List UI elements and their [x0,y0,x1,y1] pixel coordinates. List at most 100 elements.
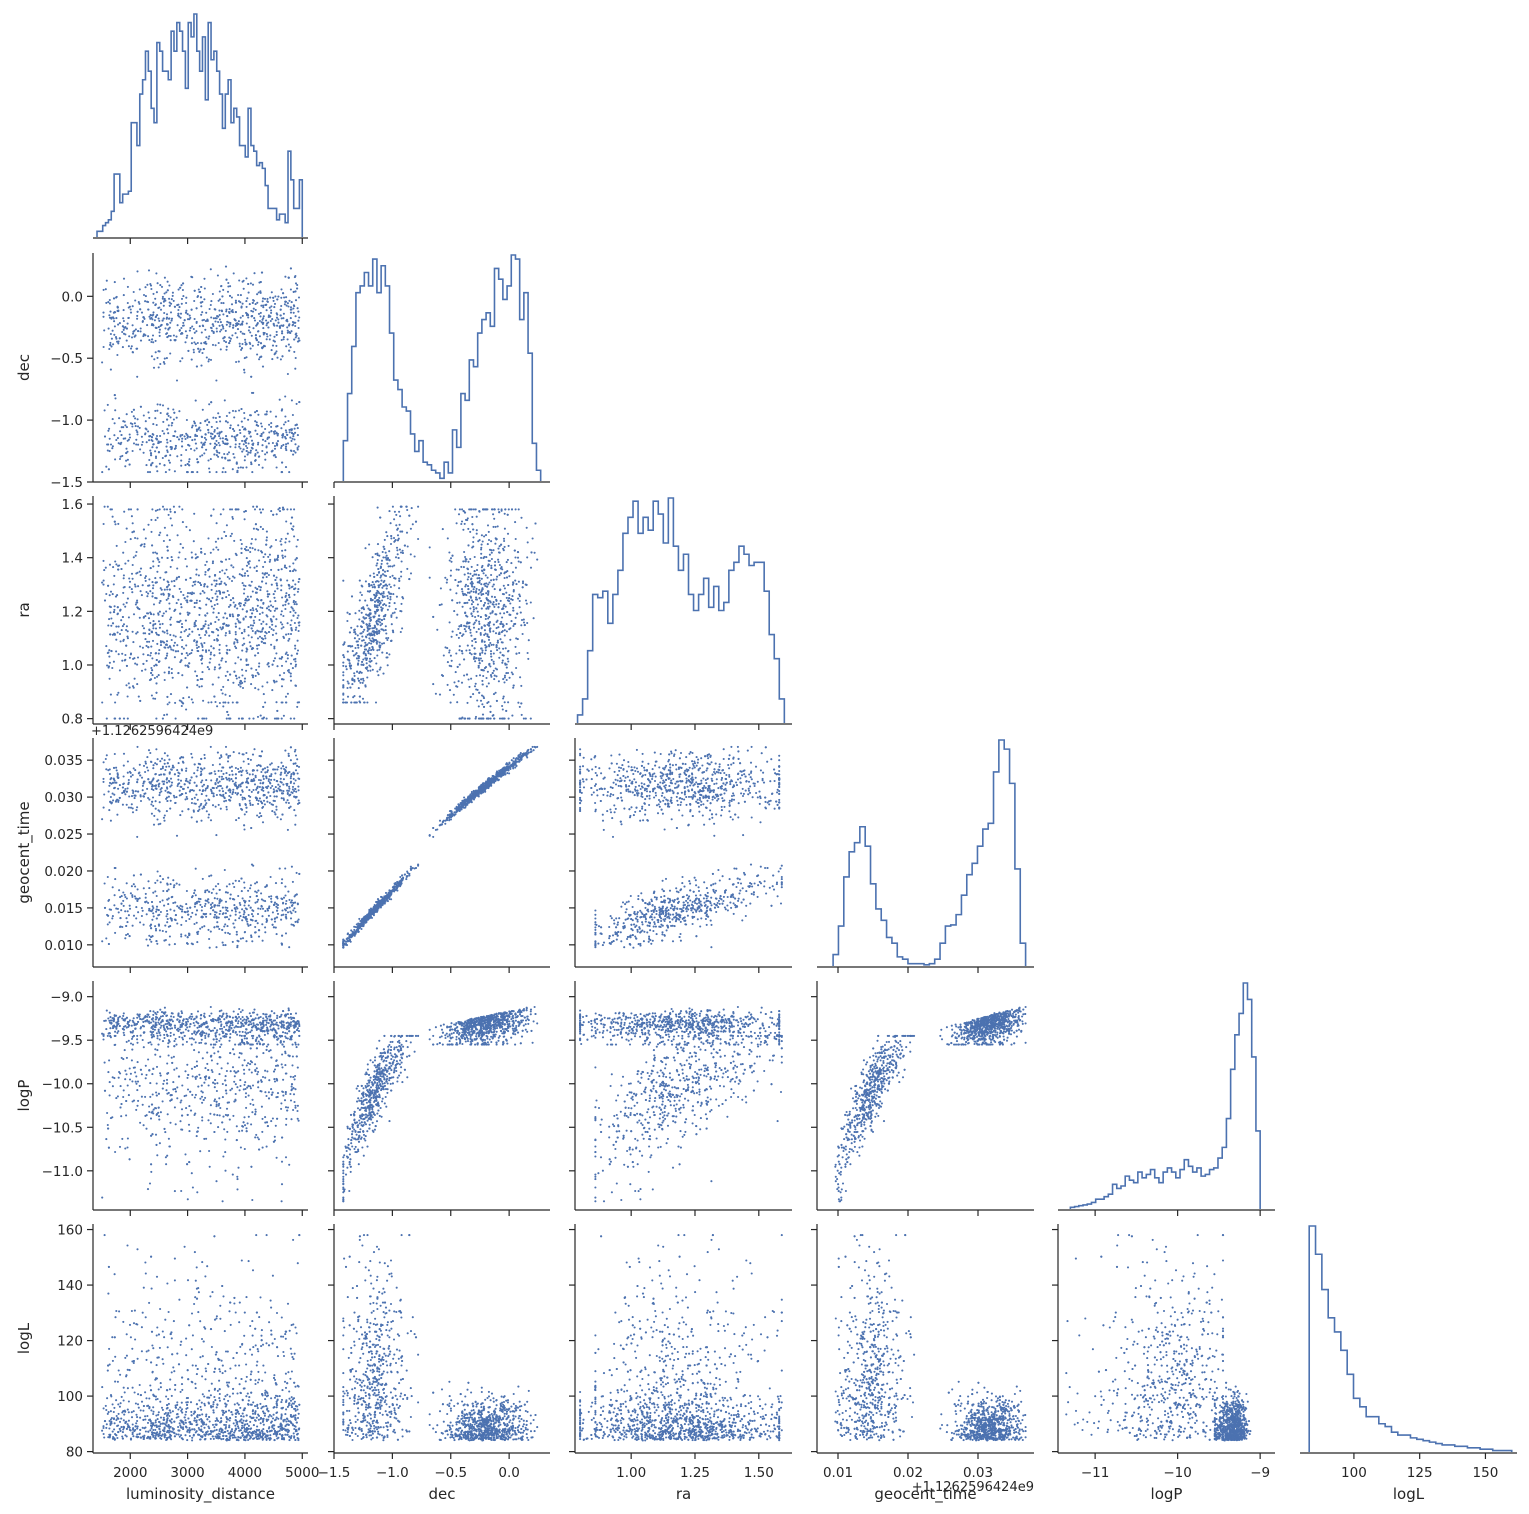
scatter-point [362,677,365,680]
scatter-point [247,451,250,454]
scatter-point [369,669,372,672]
scatter-point [220,301,223,305]
scatter-point [365,636,368,639]
scatter-point [257,341,260,344]
scatter-point [225,323,228,326]
scatter-point [132,767,135,770]
scatter-point [472,610,475,613]
scatter-point [142,293,146,297]
scatter-point [361,635,364,638]
scatter-point [284,437,287,440]
scatter-point [223,800,226,803]
scatter-point [223,339,226,342]
scatter-point [241,919,244,922]
scatter-point [228,557,231,561]
scatter-point [261,466,264,469]
scatter-point [221,324,224,327]
scatter-point [222,337,225,340]
scatter-point [296,639,299,642]
scatter-point [273,558,276,561]
scatter-point [240,306,243,309]
scatter-point [360,678,363,681]
scatter-point [204,902,207,905]
scatter-point [497,560,500,564]
scatter-point [212,508,215,511]
scatter-point [245,564,249,567]
scatter-point [167,407,170,410]
scatter-point [129,508,133,511]
scatter-point [342,654,345,657]
scatter-point [183,319,186,322]
scatter-point [361,585,364,588]
scatter-point [504,647,507,650]
scatter-point [282,433,285,436]
scatter-point [152,584,155,587]
scatter-point [169,454,172,457]
scatter-point [287,583,290,586]
scatter-point [480,534,483,537]
scatter-point [364,547,367,550]
scatter-point [489,705,492,708]
scatter-point [286,579,289,582]
scatter-point [149,284,153,287]
scatter-point [526,651,529,655]
scatter-point [138,616,141,619]
scatter-point [263,331,266,335]
scatter-point [150,671,153,675]
scatter-point [161,505,165,508]
scatter-point [109,310,112,313]
scatter-point [204,563,207,567]
scatter-point [297,629,300,633]
scatter-point [144,762,147,765]
scatter-point [502,678,505,681]
scatter-point [217,916,220,919]
scatter-point [514,508,517,511]
scatter-point [175,576,179,579]
scatter-point [376,543,380,546]
scatter-point [132,408,135,411]
scatter-point [218,318,221,321]
scatter-point [243,630,246,633]
scatter-point [282,626,285,629]
scatter-point [189,779,192,782]
scatter-point [287,343,290,346]
scatter-point [188,662,191,665]
scatter-point [232,751,235,754]
scatter-point [186,611,189,614]
scatter-point [241,649,244,652]
scatter-point [495,646,498,649]
scatter-point [261,939,264,942]
scatter-point [388,550,391,553]
scatter-point [291,413,294,417]
scatter-point [494,667,497,670]
scatter-point [251,547,254,550]
scatter-point [182,702,185,705]
scatter-point [502,537,506,540]
scatter-point [259,907,262,910]
scatter-point [297,326,300,330]
scatter-point [281,355,284,358]
scatter-point [280,537,283,541]
scatter-point [197,427,200,430]
scatter-point [254,308,257,311]
scatter-point [209,303,212,307]
scatter-point [342,701,345,704]
scatter-point [201,649,204,652]
scatter-point [288,637,291,640]
scatter-point [462,560,465,563]
scatter-point [159,403,162,406]
scatter-point [214,416,217,420]
scatter-point [385,637,388,640]
scatter-point [258,358,261,361]
scatter-point [177,672,180,675]
scatter-point [140,776,144,779]
scatter-point [382,556,385,559]
scatter-point [195,447,198,450]
scatter-point [169,646,172,649]
scatter-point [243,828,246,831]
scatter-point [215,598,218,602]
scatter-point [132,530,135,533]
scatter-point [178,306,181,309]
scatter-points-luminosity_distance-geocent_time [101,745,301,949]
scatter-point [225,772,228,775]
